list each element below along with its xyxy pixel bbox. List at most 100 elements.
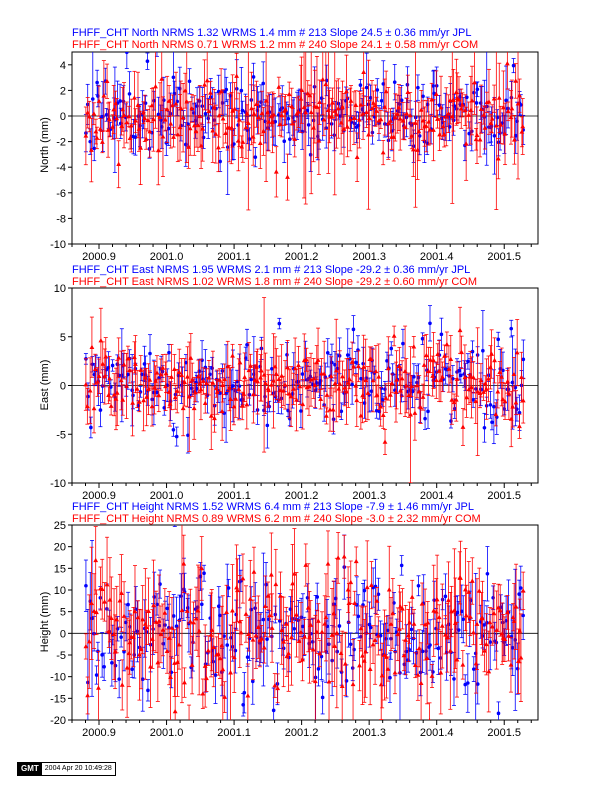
- data-point-jpl: [421, 94, 425, 99]
- east-xtick-label: 2000.9: [82, 490, 116, 502]
- data-point-com: [144, 624, 149, 630]
- height-ytick-label: -15: [50, 693, 66, 705]
- east-title-jpl: FHFF_CHT East NRMS 1.95 WRMS 2.1 mm # 21…: [72, 264, 470, 276]
- height-ytick-label: 5: [60, 607, 66, 619]
- data-point-jpl: [179, 594, 184, 598]
- data-point-jpl: [218, 159, 222, 164]
- data-point-com: [138, 367, 144, 372]
- data-point-com: [245, 120, 251, 125]
- data-point-jpl: [245, 342, 249, 347]
- height-series-com: [83, 525, 526, 720]
- data-point-com: [114, 616, 120, 622]
- data-point-com: [404, 110, 410, 116]
- data-point-jpl: [379, 98, 384, 103]
- data-point-com: [334, 111, 339, 117]
- data-point-jpl: [218, 391, 222, 396]
- data-point-com: [168, 121, 174, 126]
- data-point-jpl: [376, 592, 381, 597]
- data-point-jpl: [369, 389, 374, 393]
- data-point-com: [500, 104, 506, 110]
- data-point-com: [168, 674, 173, 680]
- data-point-com: [103, 354, 109, 359]
- data-point-com: [102, 599, 107, 604]
- height-ytick-label: -20: [50, 715, 66, 727]
- data-point-jpl: [496, 337, 501, 342]
- north-xtick-label: 2000.9: [82, 251, 116, 263]
- data-point-com: [181, 561, 187, 566]
- data-point-com: [134, 386, 140, 391]
- data-point-jpl: [253, 606, 258, 610]
- data-point-com: [458, 106, 464, 111]
- data-point-com: [491, 96, 497, 101]
- data-point-jpl: [354, 360, 358, 365]
- data-point-jpl: [423, 416, 427, 421]
- data-point-jpl: [348, 642, 353, 647]
- data-point-jpl: [156, 112, 161, 117]
- data-point-jpl: [370, 130, 375, 135]
- data-point-com: [285, 364, 290, 370]
- data-point-com: [376, 118, 382, 123]
- height-xtick-label: 2001.3: [352, 727, 386, 739]
- height-ytick-label: 0: [60, 628, 66, 640]
- data-point-com: [228, 396, 234, 401]
- data-point-com: [132, 354, 137, 360]
- data-point-com: [453, 397, 459, 402]
- data-point-com: [517, 93, 523, 98]
- data-point-com: [289, 103, 295, 109]
- data-point-com: [348, 98, 354, 103]
- data-point-com: [276, 84, 282, 89]
- data-point-jpl: [475, 682, 480, 686]
- data-point-jpl: [380, 398, 385, 402]
- data-point-jpl: [95, 80, 99, 85]
- data-point-com: [345, 124, 350, 129]
- north-ytick-label: -2: [56, 137, 66, 149]
- data-point-com: [206, 375, 212, 380]
- north-panel: FHFF_CHT North NRMS 1.32 WRMS 1.4 mm # 2…: [39, 27, 539, 263]
- data-point-com: [441, 131, 447, 136]
- data-point-jpl: [167, 350, 171, 355]
- data-point-com: [482, 125, 488, 130]
- data-point-jpl: [452, 677, 456, 681]
- data-point-jpl: [316, 667, 321, 671]
- data-point-com: [266, 119, 272, 124]
- north-xtick-label: 2001.4: [420, 251, 454, 263]
- data-point-com: [269, 382, 274, 387]
- data-point-com: [231, 404, 237, 409]
- data-point-com: [121, 613, 127, 618]
- data-point-jpl: [118, 99, 122, 103]
- data-point-jpl: [157, 375, 162, 380]
- data-point-com: [184, 99, 190, 104]
- data-point-com: [468, 107, 474, 113]
- data-point-jpl: [94, 673, 99, 677]
- data-point-com: [408, 412, 413, 417]
- data-point-com: [174, 388, 180, 393]
- data-point-com: [163, 370, 169, 376]
- data-point-jpl: [352, 121, 357, 126]
- data-point-com: [230, 353, 235, 358]
- data-point-com: [205, 647, 211, 653]
- data-point-jpl: [475, 87, 480, 92]
- data-point-com: [340, 373, 345, 379]
- data-point-com: [433, 377, 439, 383]
- data-point-com: [296, 362, 301, 368]
- data-point-com: [380, 412, 386, 417]
- data-point-com: [324, 392, 330, 397]
- data-point-com: [124, 119, 130, 125]
- data-point-com: [97, 126, 103, 131]
- data-point-com: [283, 107, 288, 112]
- data-point-jpl: [249, 377, 254, 382]
- data-point-com: [261, 128, 266, 134]
- data-point-com: [184, 608, 190, 613]
- data-point-com: [280, 388, 286, 393]
- data-point-com: [317, 99, 323, 105]
- data-point-jpl: [249, 607, 253, 612]
- data-point-com: [130, 400, 136, 405]
- data-point-com: [418, 404, 424, 410]
- data-point-com: [111, 392, 117, 397]
- data-point-jpl: [420, 649, 425, 654]
- data-point-com: [478, 377, 484, 383]
- data-point-com: [185, 374, 190, 379]
- data-point-com: [449, 397, 455, 402]
- data-point-com: [286, 391, 292, 396]
- data-point-com: [96, 98, 102, 103]
